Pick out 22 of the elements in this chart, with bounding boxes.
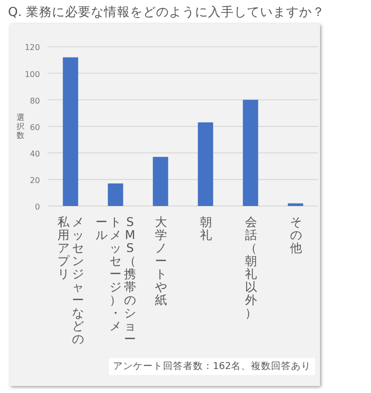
text: アンケート回答者数：162名、複数回答あり — [108, 358, 315, 375]
bar — [242, 100, 258, 206]
x-tick-label: その他 — [290, 215, 302, 255]
bar — [62, 57, 78, 206]
bar — [152, 156, 168, 206]
bar — [198, 122, 214, 206]
y-tick-label: 0 — [34, 202, 40, 212]
y-tick-label: 20 — [30, 176, 40, 185]
y-tick-label: 60 — [30, 122, 40, 132]
y-tick-label: 80 — [30, 96, 40, 106]
category-label: メッセンジャーなどの私用アプリ — [58, 215, 84, 346]
bar — [288, 203, 304, 206]
chart-title: Q. 業務に必要な情報をどのように入手していますか？ — [8, 4, 325, 21]
bar — [108, 183, 124, 206]
x-tick-label: 朝礼 — [200, 215, 212, 242]
category-label: SMS（携帯のショートメッセージ）・メール — [95, 215, 136, 346]
x-tick-label: 会話（朝礼以外） — [244, 215, 258, 320]
y-tick-label: 120 — [24, 43, 40, 52]
y-tick-label: 100 — [24, 70, 40, 79]
y-axis-title: 選択数 — [16, 113, 25, 140]
y-tick-label: 40 — [30, 149, 40, 158]
x-tick-label: 大学ノートや紙 — [154, 215, 168, 307]
